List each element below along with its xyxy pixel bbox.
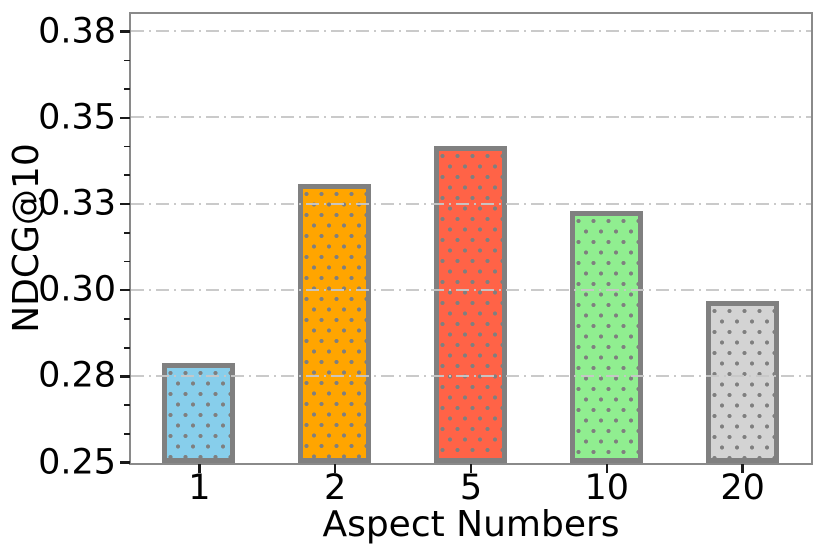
y-tick-mark — [119, 461, 130, 464]
y-tick-mark — [119, 202, 130, 206]
gridline — [131, 374, 811, 377]
y-tick-mark — [119, 30, 130, 34]
y-tick-label: 0.30 — [38, 269, 116, 310]
y-tick-label: 0.35 — [38, 97, 116, 138]
x-axis-label: Aspect Numbers — [322, 504, 620, 545]
y-minor-tick-mark — [123, 318, 130, 320]
x-tick-label: 1 — [188, 468, 211, 508]
y-minor-tick-mark — [123, 260, 130, 263]
y-tick-mark — [119, 116, 130, 120]
y-minor-tick-mark — [123, 88, 130, 91]
y-tick-label: 0.38 — [38, 11, 116, 52]
x-tick-label: 2 — [324, 468, 347, 508]
x-tick-mark — [741, 463, 744, 473]
plot-area — [129, 12, 813, 465]
y-tick-label: 0.33 — [38, 183, 116, 224]
x-tick-mark — [469, 463, 473, 473]
y-minor-tick-mark — [123, 432, 130, 435]
bar-x-5 — [434, 145, 507, 463]
bar-x-2 — [298, 183, 372, 463]
gridline — [131, 288, 811, 291]
gridline — [131, 30, 811, 33]
y-tick-label: 0.25 — [38, 442, 116, 482]
y-minor-tick-mark — [123, 59, 130, 62]
bar-x-20 — [705, 301, 779, 463]
bar-x-1 — [162, 363, 236, 463]
x-tick-label: 5 — [459, 468, 483, 508]
x-tick-label: 20 — [720, 468, 765, 508]
y-minor-tick-mark — [123, 404, 130, 406]
y-tick-mark — [119, 288, 130, 292]
y-minor-tick-mark — [123, 346, 130, 349]
gridline — [131, 116, 811, 119]
y-minor-tick-mark — [123, 145, 130, 148]
x-tick-mark — [333, 463, 337, 473]
y-minor-tick-mark — [123, 231, 130, 234]
x-tick-mark — [605, 463, 609, 473]
y-tick-mark — [119, 375, 130, 378]
gridline — [131, 202, 811, 205]
bar-x-10 — [569, 211, 643, 463]
y-minor-tick-mark — [123, 174, 130, 177]
x-tick-label: 10 — [584, 468, 630, 508]
x-tick-mark — [198, 463, 201, 473]
y-tick-label: 0.28 — [38, 355, 116, 396]
